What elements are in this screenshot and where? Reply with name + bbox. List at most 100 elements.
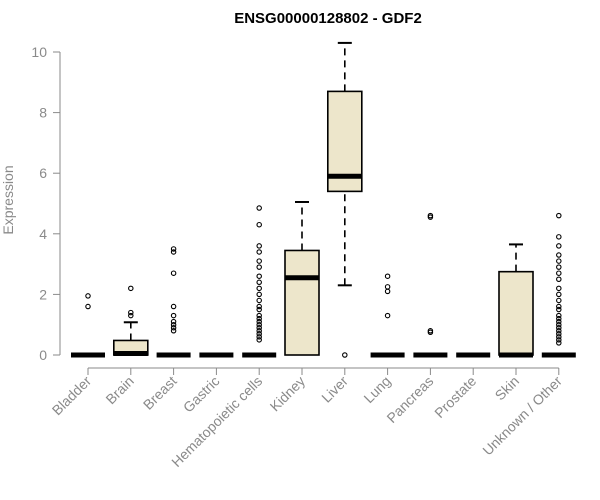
- outlier-point: [556, 285, 562, 292]
- y-axis-label: Expression: [0, 165, 16, 234]
- y-tick-label: 10: [31, 44, 47, 60]
- outlier-point: [556, 331, 562, 337]
- outlier-point: [342, 352, 348, 358]
- outlier-point: [556, 252, 562, 258]
- outlier-point: [170, 246, 177, 252]
- outlier-point: [556, 334, 562, 340]
- outlier-point: [256, 331, 262, 337]
- outlier-point: [128, 285, 134, 292]
- outlier-point: [128, 312, 134, 319]
- outlier-point: [256, 249, 262, 255]
- chart-title: ENSG00000128802 - GDF2: [234, 10, 422, 27]
- outlier-point: [556, 321, 562, 328]
- box-iqr: [498, 270, 534, 356]
- outlier-point: [556, 264, 562, 270]
- outlier-point: [556, 324, 562, 331]
- outlier-point: [556, 306, 562, 313]
- outlier-point: [556, 234, 562, 240]
- outlier-point: [556, 337, 562, 343]
- box-5: [242, 205, 277, 358]
- outlier-point: [556, 312, 562, 319]
- y-tick-label: 2: [39, 286, 47, 302]
- outlier-point: [256, 205, 262, 211]
- outlier-point: [384, 284, 391, 290]
- x-tick-label: Unknown / Other: [479, 373, 565, 459]
- outlier-point: [256, 291, 262, 298]
- outlier-point: [256, 321, 262, 328]
- outlier-point: [384, 288, 391, 295]
- box-2: [113, 285, 149, 356]
- outlier-point: [128, 309, 134, 316]
- outlier-point: [170, 321, 177, 328]
- outlier-point: [170, 249, 177, 255]
- outlier-point: [256, 221, 262, 228]
- outlier-point: [256, 273, 262, 279]
- box-7: [326, 41, 363, 358]
- outlier-point: [256, 315, 262, 322]
- x-tick-label: Bladder: [49, 373, 95, 419]
- box-iqr: [284, 249, 320, 356]
- outlier-point: [256, 243, 262, 249]
- outlier-point: [427, 328, 434, 334]
- box-8: [370, 273, 405, 358]
- y-axis: 0 2 4 6 8 10: [31, 44, 61, 363]
- x-tick-label: Liver: [318, 373, 351, 406]
- box-1: [71, 293, 105, 358]
- x-tick-label: Kidney: [267, 373, 309, 415]
- x-tick-label: Skin: [492, 373, 523, 404]
- outlier-point: [256, 303, 262, 310]
- box-11: [498, 243, 534, 358]
- x-tick-label: Pancreas: [383, 373, 436, 426]
- outlier-point: [256, 264, 262, 270]
- y-tick-label: 0: [39, 347, 47, 363]
- outlier-point: [384, 312, 391, 319]
- outlier-point: [256, 328, 262, 334]
- outlier-point: [256, 279, 262, 286]
- x-tick-label: Gastric: [180, 373, 223, 416]
- outlier-point: [556, 303, 562, 310]
- x-tick-label: Brain: [102, 373, 136, 407]
- box-12: [541, 212, 576, 358]
- outlier-point: [256, 324, 262, 331]
- outlier-point: [427, 212, 434, 219]
- outlier-point: [256, 306, 262, 313]
- outlier-point: [556, 318, 562, 325]
- outlier-point: [556, 258, 562, 264]
- outlier-point: [256, 337, 262, 343]
- outlier-point: [85, 303, 91, 310]
- outlier-point: [556, 212, 562, 219]
- outlier-point: [170, 318, 177, 325]
- outlier-point: [256, 318, 262, 325]
- outlier-point: [256, 258, 262, 264]
- outlier-point: [556, 315, 562, 322]
- outlier-point: [170, 312, 177, 319]
- outlier-point: [256, 334, 262, 340]
- x-tick-label: Prostate: [431, 373, 479, 421]
- y-tick-label: 8: [39, 105, 47, 121]
- x-tick-label: Breast: [140, 373, 180, 413]
- outlier-point: [170, 270, 177, 276]
- box-3: [156, 246, 191, 358]
- outlier-point: [556, 291, 562, 298]
- outlier-point: [556, 276, 562, 282]
- outlier-point: [256, 312, 262, 319]
- outlier-point: [556, 243, 562, 249]
- outlier-point: [85, 293, 91, 299]
- outlier-point: [256, 297, 262, 304]
- outlier-point: [170, 328, 177, 334]
- outlier-point: [556, 297, 562, 304]
- outlier-point: [170, 324, 177, 331]
- outlier-point: [556, 328, 562, 334]
- outlier-point: [256, 285, 262, 292]
- outlier-point: [556, 270, 562, 276]
- box-9: [413, 212, 448, 358]
- y-tick-label: 4: [39, 226, 47, 242]
- outlier-point: [556, 340, 562, 346]
- outlier-point: [170, 303, 177, 310]
- box-6: [284, 200, 320, 356]
- y-tick-label: 6: [39, 165, 47, 181]
- outlier-point: [384, 273, 391, 279]
- box-series: [71, 41, 576, 358]
